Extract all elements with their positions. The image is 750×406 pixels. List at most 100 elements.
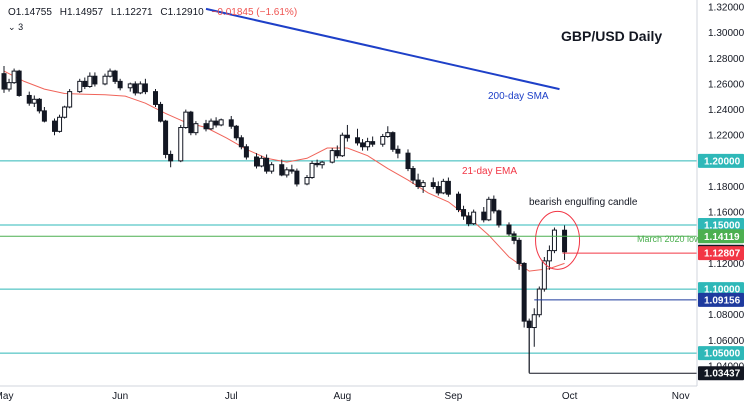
candle-body [471, 211, 477, 225]
candle [541, 257, 547, 292]
candle [420, 180, 426, 193]
candle-body [208, 120, 214, 130]
candle-body [254, 156, 259, 167]
x-tick-label: Jun [112, 391, 128, 402]
candle-body [92, 75, 98, 85]
candle-body [461, 209, 467, 217]
candle [208, 118, 214, 131]
candles [1, 65, 568, 373]
x-tick-label: May [0, 391, 13, 402]
price-label-bg [698, 246, 744, 261]
high-value: H1.14957 [59, 7, 104, 18]
candle [385, 126, 391, 138]
candle-body [410, 168, 416, 181]
candle-body [516, 239, 522, 264]
candle-body [541, 260, 547, 290]
price-label-bg [698, 229, 744, 244]
sma-annotation: 200-day SMA [488, 91, 549, 102]
y-tick-label: 1.12000 [708, 259, 745, 270]
candle-body [440, 180, 446, 194]
candle-body [178, 127, 184, 162]
candle-body [31, 98, 37, 104]
candle-body [365, 141, 371, 148]
candle [511, 231, 517, 245]
indicator-collapse-toggle[interactable]: ⌄ 3 [8, 22, 23, 33]
candle [430, 177, 436, 190]
close-value: C1.12910 [160, 7, 204, 18]
candle [36, 98, 42, 114]
candle [551, 227, 557, 254]
candle-body [339, 134, 345, 157]
price-label-text: 1.14119 [704, 232, 740, 243]
candle-body [127, 83, 133, 89]
candle [380, 133, 386, 147]
change-value: −0.01845 (−1.61%) [211, 7, 298, 18]
candle [536, 286, 542, 318]
y-tick-label: 1.22000 [708, 131, 745, 142]
candle [168, 150, 174, 168]
candle [435, 181, 441, 196]
low-value: L1.12271 [110, 7, 153, 18]
candle-body [36, 98, 42, 112]
candle-body [380, 135, 386, 145]
candle [370, 136, 376, 147]
price-label-bg [698, 217, 744, 232]
candle [496, 209, 502, 228]
candle-body [264, 157, 270, 172]
chevron-down-icon: ⌄ [8, 22, 16, 32]
candle [107, 68, 113, 78]
candle [319, 160, 325, 169]
march-low-annotation: March 2020 low [637, 234, 701, 244]
candle [102, 73, 108, 86]
time-axis[interactable]: May Jun Jul Aug Sep Oct Nov [0, 391, 690, 402]
candle [163, 119, 169, 159]
candle [264, 154, 270, 174]
sma-200-line [205, 7, 560, 91]
y-tick-label: 1.16000 [708, 208, 745, 219]
price-label-text: 1.10000 [704, 285, 741, 296]
candle-body [77, 80, 83, 93]
price-label-bg [698, 346, 744, 361]
candle-body [420, 182, 426, 187]
candle-body [390, 132, 396, 150]
candle [142, 78, 148, 95]
candle-body [26, 94, 32, 104]
candle [531, 308, 537, 347]
candle-body [279, 164, 285, 176]
candle-body [435, 186, 441, 194]
candle-body [188, 111, 194, 134]
price-label-1.20000: 1.20000 [698, 153, 744, 168]
candle [461, 205, 467, 220]
candle [233, 124, 239, 141]
candle-body [41, 110, 47, 122]
plot-background [0, 0, 697, 386]
y-tick-label: 1.08000 [708, 310, 745, 321]
candle [456, 191, 461, 213]
candle [521, 262, 527, 328]
candle [395, 145, 401, 159]
price-label-text: 1.15000 [704, 220, 741, 231]
price-labels: 1.200001.150001.100001.050001.141191.129… [698, 153, 744, 381]
candle [289, 164, 295, 174]
candle-body [102, 75, 108, 85]
candle-body [163, 120, 169, 155]
candle [259, 155, 265, 168]
candle [486, 196, 492, 222]
y-tick-label: 1.26000 [708, 79, 745, 90]
candle-body [481, 211, 487, 221]
price-axis[interactable]: 1.32000 1.30000 1.28000 1.26000 1.24000 1.220… [708, 3, 745, 373]
candle [213, 117, 219, 128]
candle-body [491, 198, 497, 212]
chart-drawings [0, 210, 697, 374]
price-label-1.10000: 1.10000 [698, 282, 744, 297]
candle [355, 128, 360, 146]
candle [279, 159, 285, 177]
y-tick-label: 1.06000 [708, 336, 745, 347]
candle [132, 81, 138, 96]
candle [1, 65, 7, 93]
price-label-1.09156: 1.09156 [698, 292, 744, 307]
candle-body [168, 153, 174, 162]
candle-body [289, 169, 295, 172]
candle [178, 124, 184, 163]
